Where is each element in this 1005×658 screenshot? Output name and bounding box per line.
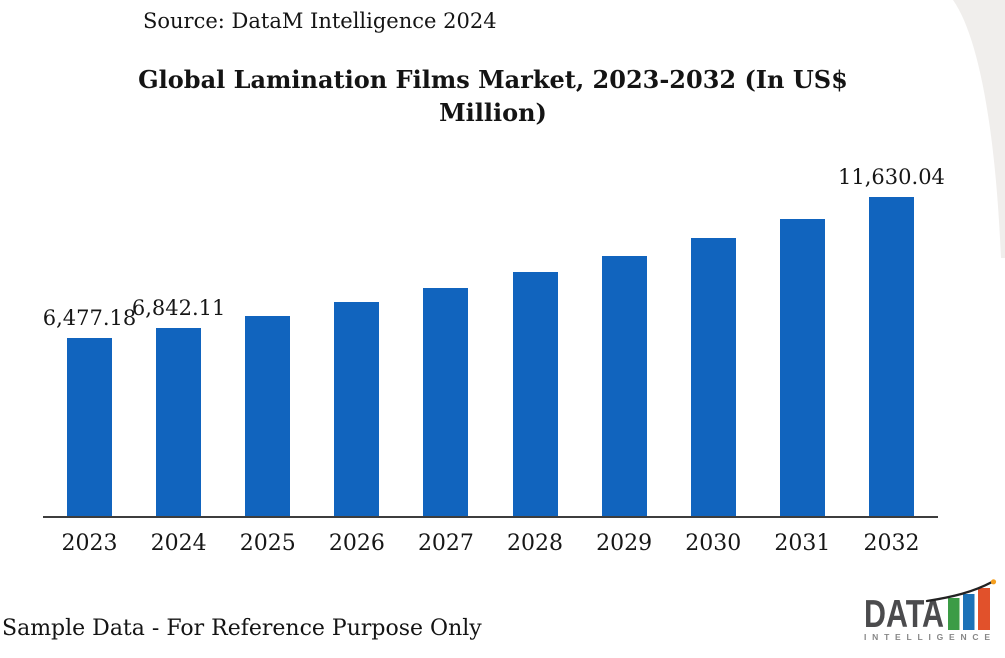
footer-note: Sample Data - For Reference Purpose Only	[2, 616, 482, 641]
bar-group-2023: 6,477.18	[43, 159, 136, 516]
bar-value-label: 6,842.11	[131, 296, 226, 321]
x-axis-label: 2030	[685, 531, 742, 556]
x-axis-labels: 2023 2024 2025 2026 2027 2028 2029 2030 2031 2032	[43, 531, 938, 556]
bar-2025	[245, 315, 291, 516]
logo-growth-swoosh-icon	[925, 580, 994, 603]
bar-2030	[690, 238, 736, 516]
bar-group-2024: 6,842.11	[132, 159, 225, 516]
bar-2024	[156, 328, 202, 516]
x-axis-label: 2029	[596, 531, 653, 556]
logo-swoosh-dot-icon	[990, 579, 997, 585]
x-axis-label: 2026	[328, 531, 385, 556]
x-axis-label: 2023	[61, 531, 118, 556]
bar-2029	[601, 256, 647, 516]
bar-2028	[512, 272, 558, 516]
bar-group-2027	[423, 159, 469, 516]
chart-title-line2: Million)	[439, 98, 547, 127]
bar-2031	[779, 219, 825, 516]
x-axis-label: 2028	[507, 531, 564, 556]
bar-group-2029	[601, 159, 647, 516]
logo-bar-orange-icon	[978, 588, 990, 630]
bar-value-label: 6,477.18	[42, 306, 137, 331]
x-axis-label: 2031	[774, 531, 831, 556]
bar-2023	[67, 338, 112, 516]
bar-value-label: 11,630.04	[838, 165, 945, 189]
x-axis-label: 2024	[150, 531, 207, 556]
bar-2026	[334, 301, 380, 516]
datam-intelligence-logo: DATA INTELLIGENCE	[863, 579, 999, 645]
x-axis-label: 2032	[863, 531, 920, 556]
logo-bar-blue-icon	[963, 594, 975, 630]
bar-2032	[868, 197, 914, 516]
bar-chart-plot: 6,477.18 6,842.11 11,630.04	[43, 159, 945, 518]
corner-curve-decoration	[953, 0, 1005, 258]
chart-title: Global Lamination Films Market, 2023-203…	[53, 63, 933, 129]
logo-bar-green-icon	[948, 598, 960, 630]
bar-group-2031	[779, 159, 825, 516]
bar-group-2025	[245, 159, 291, 516]
bar-group-2028	[512, 159, 558, 516]
x-axis-label: 2025	[239, 531, 296, 556]
bar-group-2026	[334, 159, 380, 516]
logo-graphic: DATA INTELLIGENCE	[864, 579, 997, 642]
bar-group-2030	[690, 159, 736, 516]
x-axis-label: 2027	[417, 531, 474, 556]
bar-2027	[423, 287, 469, 516]
source-text: Source: DataM Intelligence 2024	[143, 9, 497, 33]
bar-group-2032: 11,630.04	[838, 159, 945, 516]
chart-title-line1: Global Lamination Films Market, 2023-203…	[138, 65, 848, 94]
